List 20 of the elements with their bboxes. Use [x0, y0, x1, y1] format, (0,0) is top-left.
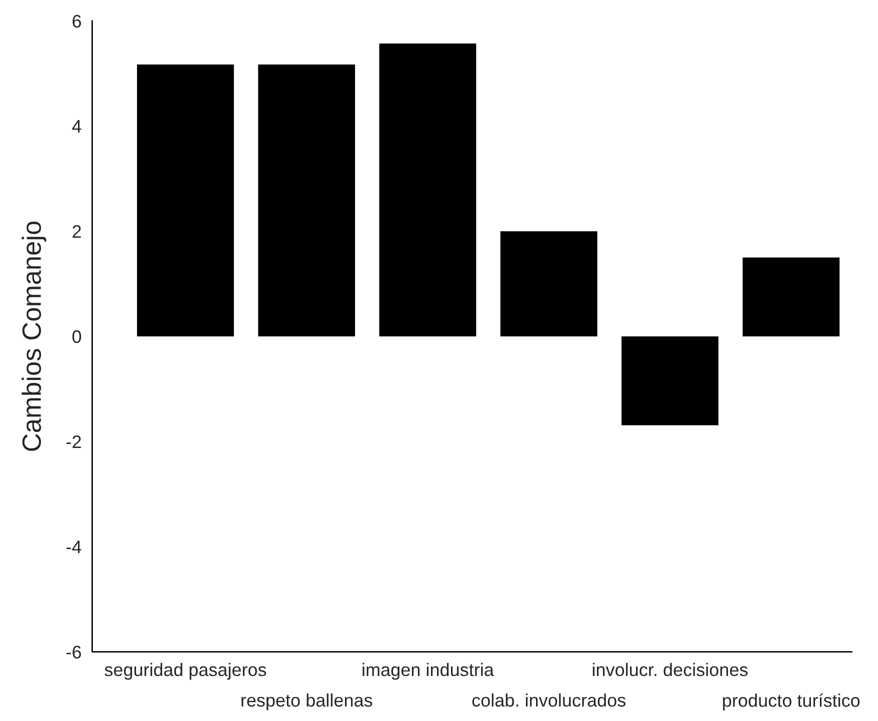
y-tick-label: 6	[72, 14, 81, 28]
bar	[622, 336, 718, 426]
y-tick-label: 4	[72, 120, 82, 133]
bar	[500, 231, 598, 336]
y-tick-label: 0	[72, 330, 82, 344]
bar	[379, 44, 476, 336]
bar	[137, 64, 234, 336]
y-tick-label: -2	[66, 435, 81, 448]
x-tick-label: producto turístico	[723, 693, 860, 710]
y-tick-label: -4	[66, 540, 82, 554]
bar	[742, 257, 840, 336]
x-tick-label: seguridad pasajeros	[104, 662, 266, 680]
x-tick-label: colab. involucrados	[472, 693, 626, 707]
x-tick-label: involucr. decisiones	[592, 662, 748, 676]
y-tick-label: 2	[72, 225, 81, 238]
x-tick-label: imagen industria	[362, 662, 494, 680]
y-tick-label: -6	[66, 646, 81, 659]
x-tick-label: respeto ballenas	[242, 693, 372, 710]
bar	[258, 64, 356, 336]
y-axis-title: Cambios Comanejo	[22, 222, 46, 451]
